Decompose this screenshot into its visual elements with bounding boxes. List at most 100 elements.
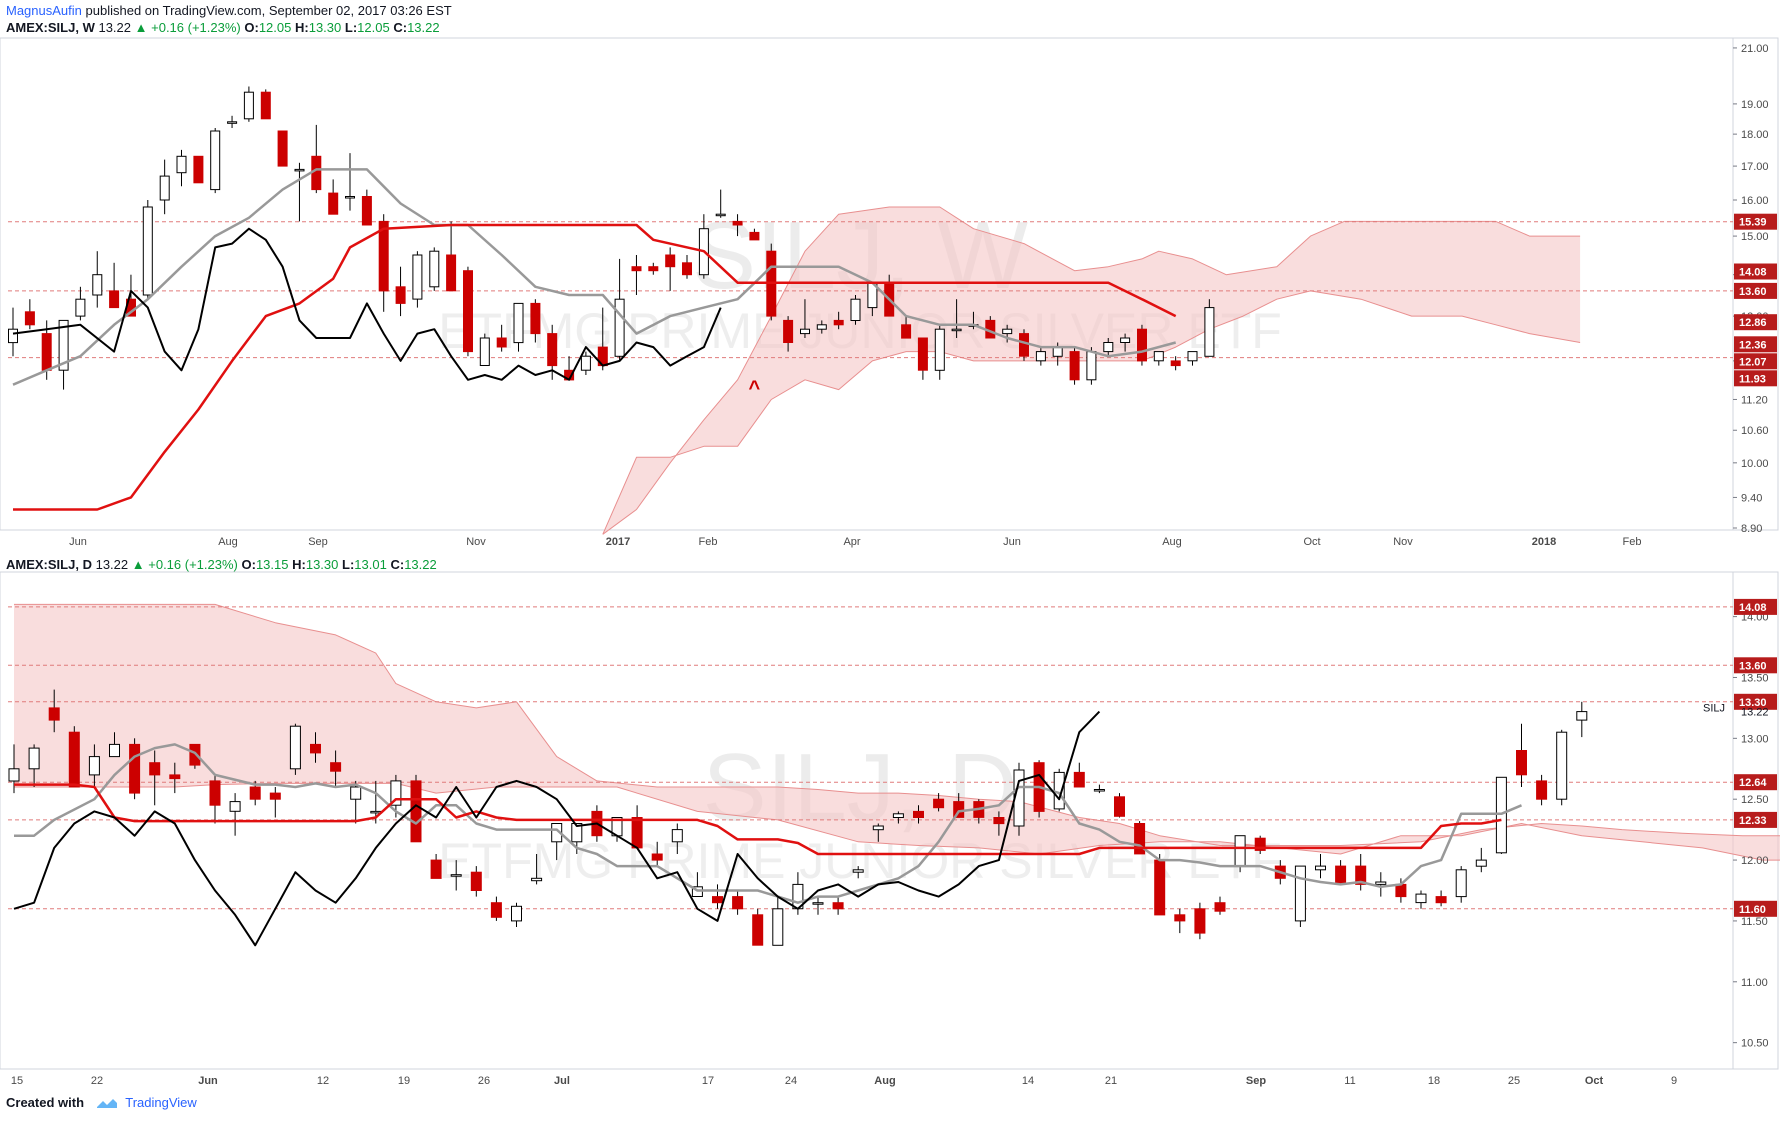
daily-symbol[interactable]: AMEX:SILJ, D xyxy=(6,557,92,572)
candle xyxy=(712,884,723,909)
candle xyxy=(1375,872,1387,897)
candle xyxy=(1294,865,1306,927)
candle-body xyxy=(260,91,271,120)
price-tag-label: 12.64 xyxy=(1739,777,1767,789)
candle-body xyxy=(1395,883,1407,898)
candle xyxy=(1174,908,1186,934)
candle-body xyxy=(479,337,490,366)
price-tag-bg xyxy=(1734,657,1777,674)
y-tick-label: 17.00 xyxy=(1741,161,1769,173)
price-tag: 11.60 xyxy=(1734,900,1777,917)
candle-body xyxy=(446,254,457,292)
candle xyxy=(1214,896,1226,915)
candle xyxy=(463,266,473,357)
candle-body xyxy=(951,328,962,332)
candle xyxy=(1455,866,1467,903)
candle-body xyxy=(1315,865,1326,871)
kijun-line xyxy=(13,223,1177,511)
candle xyxy=(901,316,912,339)
candle-body xyxy=(531,877,543,882)
price-tag-bg xyxy=(1734,370,1777,387)
candle xyxy=(193,155,204,184)
candle-body xyxy=(294,168,305,172)
candle-body xyxy=(75,298,86,317)
candle-body xyxy=(850,298,861,322)
candle xyxy=(410,774,422,843)
candle xyxy=(1114,793,1125,818)
candle xyxy=(631,255,642,295)
created-with-label: Created with xyxy=(6,1095,85,1110)
candle-body xyxy=(243,91,254,120)
candle-body xyxy=(1355,865,1367,885)
candle-body xyxy=(328,192,339,215)
candle xyxy=(142,200,153,300)
candle xyxy=(24,299,35,330)
candle-body xyxy=(651,853,663,861)
candle xyxy=(330,750,342,787)
price-tag: 12.07 xyxy=(1734,353,1777,370)
x-tick-label: Apr xyxy=(843,536,860,548)
price-tag-label: 12.86 xyxy=(1739,317,1767,329)
candle-body xyxy=(429,250,440,288)
candle-body xyxy=(1170,360,1181,367)
candle-body xyxy=(712,896,723,904)
price-tag-label: 11.60 xyxy=(1739,904,1766,916)
candle-body xyxy=(210,130,221,191)
cloud-upper-edge xyxy=(602,206,1581,535)
candle xyxy=(913,805,924,824)
candle-body xyxy=(249,786,261,800)
candle xyxy=(1073,762,1085,788)
candle-body xyxy=(149,762,161,776)
candle xyxy=(648,262,659,275)
candle xyxy=(850,295,861,325)
weekly-c-label: C: xyxy=(393,20,408,35)
candle-body xyxy=(1002,328,1013,335)
candle xyxy=(378,214,389,312)
candle xyxy=(671,823,683,854)
candle xyxy=(1415,890,1427,909)
x-tick-label: 21 xyxy=(1105,1075,1117,1087)
y-tick-label: 16.00 xyxy=(1741,195,1769,207)
author-link[interactable]: MagnusAufin xyxy=(6,3,82,18)
weekly-price: 13.22 xyxy=(98,20,132,35)
price-tag-label: 15.39 xyxy=(1739,217,1767,229)
price-tag-label: 13.30 xyxy=(1739,697,1767,709)
weekly-symbol[interactable]: AMEX:SILJ, W xyxy=(6,20,95,35)
candle-body xyxy=(289,725,301,770)
candle-body xyxy=(1475,859,1487,867)
candle xyxy=(892,811,904,824)
candle-body xyxy=(665,254,676,268)
x-tick-label: Aug xyxy=(218,536,238,548)
weekly-h-label: H: xyxy=(295,20,309,35)
chikou-line xyxy=(13,710,1101,947)
candle-body xyxy=(752,914,764,946)
candle xyxy=(361,189,372,226)
candle-body xyxy=(410,780,422,843)
x-tick-label: Sep xyxy=(1246,1075,1266,1087)
candle-body xyxy=(412,254,423,300)
x-tick-label: Aug xyxy=(1162,536,1182,548)
candle-body xyxy=(269,792,281,800)
x-tick-label: Feb xyxy=(1623,536,1642,548)
candle xyxy=(209,774,221,824)
candle xyxy=(149,750,161,806)
candle-body xyxy=(1114,796,1125,817)
candle xyxy=(1002,324,1013,343)
candle xyxy=(816,320,827,334)
x-tick-label: Oct xyxy=(1585,1075,1604,1087)
candle-body xyxy=(48,707,60,721)
candle xyxy=(833,311,844,330)
candle-body xyxy=(345,196,355,199)
x-tick-label: 12 xyxy=(317,1075,329,1087)
candle-body xyxy=(1134,823,1146,855)
symbol-label: SILJ xyxy=(1703,703,1725,715)
tradingview-brand-link[interactable]: TradingView xyxy=(125,1095,197,1110)
candle-body xyxy=(852,869,864,873)
candle-body xyxy=(277,130,288,167)
candle-body xyxy=(732,896,744,910)
y-tick-label: 9.40 xyxy=(1741,492,1762,504)
current-price-label: 13.22 xyxy=(1741,707,1769,719)
candle xyxy=(176,149,187,187)
candle-body xyxy=(913,810,924,819)
